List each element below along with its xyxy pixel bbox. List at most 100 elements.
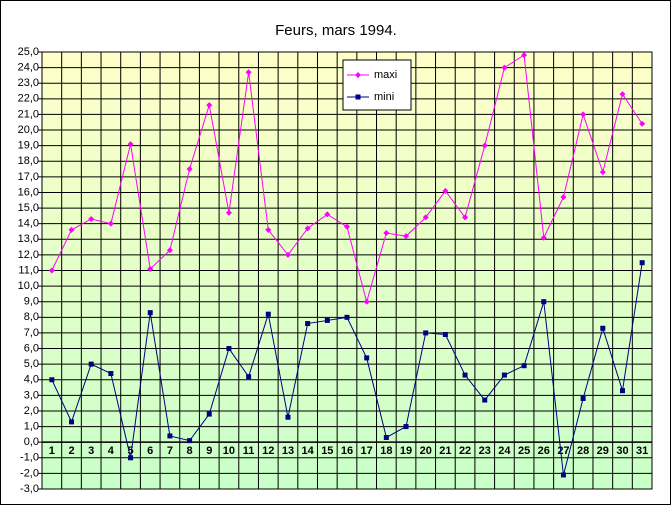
marker (442, 331, 448, 337)
marker (462, 214, 469, 221)
x-tick-label: 22 (459, 445, 471, 457)
y-tick-label: 11,0 (18, 264, 39, 276)
marker (423, 330, 429, 336)
y-tick-label: 21,0 (18, 108, 39, 120)
y-tick-label: 15,0 (18, 202, 39, 214)
marker (285, 414, 291, 420)
marker (245, 69, 252, 76)
y-tick-label: 18,0 (18, 155, 39, 167)
marker (355, 94, 361, 100)
marker (324, 317, 330, 323)
y-tick-label: 19,0 (18, 140, 39, 152)
marker (403, 233, 410, 240)
x-tick-label: 13 (282, 445, 294, 457)
chart-title: Feurs, mars 1994. (275, 22, 397, 39)
marker (186, 166, 193, 173)
y-tick-label: 23,0 (18, 77, 39, 89)
x-tick-label: 21 (439, 445, 451, 457)
x-tick-label: 10 (223, 445, 235, 457)
x-tick-label: 17 (361, 445, 373, 457)
marker (521, 52, 528, 59)
x-tick-label: 30 (616, 445, 628, 457)
marker (521, 363, 527, 369)
x-tick-label: 29 (597, 445, 609, 457)
marker (167, 433, 173, 439)
y-tick-label: 9,0 (24, 296, 39, 308)
marker (284, 251, 291, 258)
marker (560, 472, 566, 478)
x-tick-label: 5 (127, 445, 133, 457)
marker (246, 374, 252, 380)
marker (147, 265, 154, 272)
x-tick-label: 28 (577, 445, 589, 457)
marker (383, 434, 389, 440)
x-tick-label: 18 (380, 445, 392, 457)
y-tick-label: 0,0 (24, 436, 39, 448)
marker (187, 438, 193, 444)
y-tick-label: 24,0 (18, 62, 39, 74)
y-tick-label: 10,0 (18, 280, 39, 292)
x-tick-label: 9 (206, 445, 212, 457)
x-tick-label: 11 (243, 445, 255, 457)
marker (541, 299, 547, 305)
x-tick-label: 4 (108, 445, 115, 457)
marker (482, 397, 488, 403)
x-tick-label: 31 (636, 445, 648, 457)
legend-label: mini (374, 91, 394, 103)
x-tick-label: 19 (400, 445, 412, 457)
grid: -3,0 -2,0 -1,0 0,0 1,0 2,0 3,0 4,0 5,0 6,0 7,0 8,0 9… (18, 46, 652, 495)
y-tick-label: -2,0 (20, 467, 39, 479)
marker (69, 419, 75, 425)
y-tick-label: 7,0 (24, 327, 39, 339)
x-tick-label: 12 (262, 445, 274, 457)
marker (422, 214, 429, 221)
marker (462, 372, 468, 378)
y-tick-label: 5,0 (24, 358, 39, 370)
legend-label: maxi (374, 69, 397, 81)
marker (599, 169, 606, 176)
x-tick-label: 14 (302, 445, 315, 457)
marker (639, 120, 646, 127)
marker (265, 311, 271, 317)
marker (206, 411, 212, 417)
x-tick-label: 6 (147, 445, 153, 457)
marker (442, 187, 449, 194)
y-tick-label: 20,0 (18, 124, 39, 136)
y-tick-label: 4,0 (24, 374, 39, 386)
marker (364, 355, 370, 361)
marker (580, 395, 586, 401)
marker (481, 142, 488, 149)
marker (225, 209, 232, 216)
marker (540, 234, 547, 241)
marker (166, 247, 173, 254)
marker (600, 325, 606, 331)
marker (49, 377, 55, 383)
y-tick-label: 25,0 (18, 46, 39, 58)
y-tick-label: 22,0 (18, 93, 39, 105)
marks (48, 52, 646, 478)
x-tick-label: 20 (420, 445, 432, 457)
x-tick-label: 3 (88, 445, 94, 457)
marker (580, 111, 587, 118)
y-tick-label: 1,0 (24, 420, 39, 432)
marker (304, 225, 311, 232)
x-tick-label: 7 (167, 445, 173, 457)
marker (355, 72, 361, 78)
marker (226, 346, 232, 352)
marker (68, 226, 75, 233)
y-tick-label: 6,0 (24, 342, 39, 354)
marker (639, 260, 645, 266)
x-tick-label: 27 (557, 445, 569, 457)
marker (88, 215, 95, 222)
marker (206, 102, 213, 109)
y-tick-label: 8,0 (24, 311, 39, 323)
marker (324, 211, 331, 218)
marker (619, 388, 625, 394)
marker (383, 230, 390, 237)
marker (88, 361, 94, 367)
y-tick-label: 14,0 (18, 218, 39, 230)
marker (619, 91, 626, 98)
x-tick-label: 15 (321, 445, 333, 457)
marker (107, 220, 114, 227)
